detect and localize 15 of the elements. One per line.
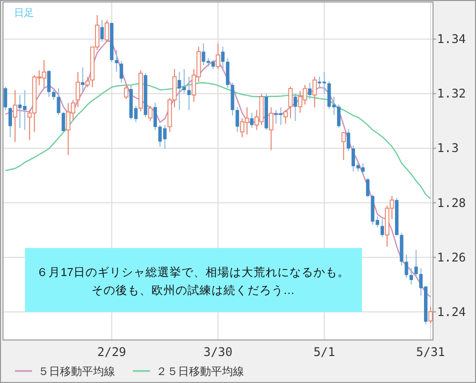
y-tick-label: 1.32: [437, 86, 466, 101]
y-tick-label: 1.24: [437, 304, 466, 319]
y-tick-label: 1.26: [437, 250, 466, 264]
y-tick-label: 1.3: [437, 141, 459, 156]
legend-label: ２５日移動平均線: [156, 366, 244, 378]
annotation: その後も、欧州の試練は続くだろう…: [91, 285, 295, 297]
x-tick-label: 2/29: [97, 345, 126, 359]
y-tick-label: 1.28: [437, 196, 466, 210]
x-tick-label: 5/31: [416, 345, 446, 359]
legend-label: ５日移動平均線: [38, 366, 115, 378]
annotation: 日足: [14, 8, 34, 19]
x-tick-label: 5/1: [313, 345, 336, 359]
y-tick-label: 1.34: [437, 32, 466, 46]
annotation: ６月17日のギリシャ総選挙で、相場は大荒れになるかも。: [36, 267, 350, 279]
x-tick-label: 3/30: [204, 345, 232, 359]
